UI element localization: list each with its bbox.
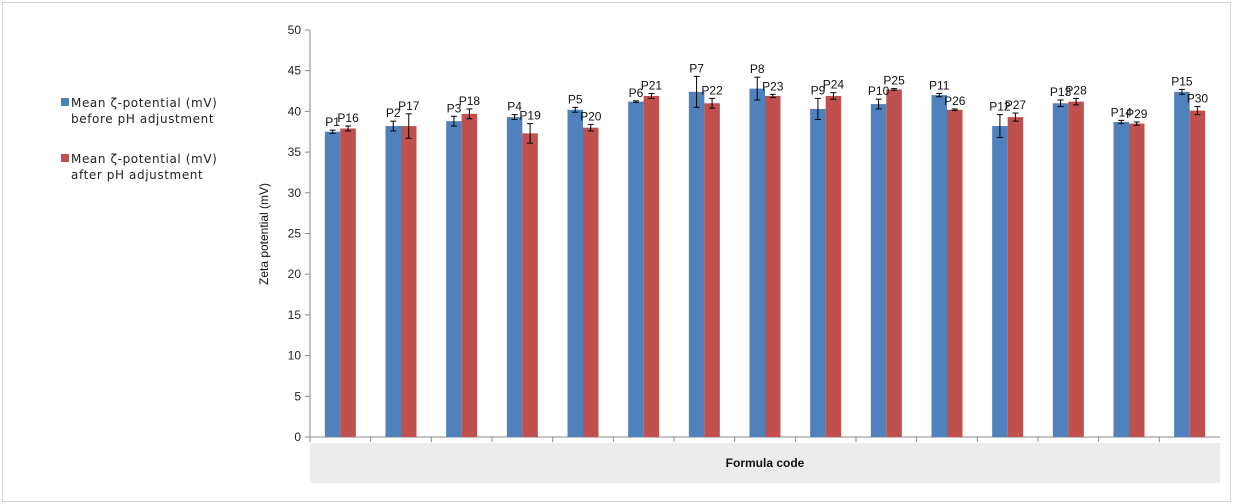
y-tick-label: 30: [288, 186, 302, 200]
data-label: P29: [1126, 107, 1148, 121]
bar: [522, 133, 538, 438]
bar: [1113, 121, 1129, 438]
legend: Mean ζ-potential (mV) before pH adjustme…: [61, 95, 221, 207]
data-label: P16: [337, 111, 359, 125]
bar: [1129, 123, 1145, 438]
data-label: P20: [580, 109, 602, 123]
bar: [1189, 110, 1206, 437]
data-label: P5: [568, 92, 583, 106]
x-axis-title-band: [310, 443, 1220, 483]
bar: [567, 109, 583, 437]
bar: [324, 131, 341, 437]
y-tick-label: 15: [288, 308, 302, 322]
data-label: P28: [1065, 83, 1087, 97]
legend-label-before: Mean ζ-potential (mV) before pH adjustme…: [71, 96, 218, 126]
data-label: P30: [1187, 92, 1209, 106]
legend-item-after: Mean ζ-potential (mV) after pH adjustmen…: [61, 151, 221, 183]
data-label: P7: [689, 61, 704, 75]
data-label: P24: [823, 78, 845, 92]
bar: [446, 121, 462, 437]
y-tick-label: 5: [294, 389, 301, 403]
bar: [931, 95, 947, 438]
data-label: P17: [398, 99, 420, 113]
y-tick-label: 40: [288, 104, 302, 118]
bar: [992, 126, 1008, 437]
bar: [688, 91, 705, 437]
data-label: P23: [762, 79, 784, 93]
bar: [825, 95, 842, 438]
bar: [1007, 117, 1024, 438]
bar: [810, 108, 826, 437]
legend-swatch-before: [61, 98, 69, 106]
data-label: P18: [459, 94, 481, 108]
bar: [643, 95, 660, 438]
bar: [870, 104, 887, 437]
data-label: P6: [629, 86, 644, 100]
data-label: P21: [641, 78, 663, 92]
data-label: P27: [1005, 98, 1027, 112]
bar: [886, 89, 902, 437]
data-label: P22: [701, 83, 723, 97]
y-tick-label: 10: [288, 349, 302, 363]
data-label: P8: [750, 62, 765, 76]
bar: [1174, 91, 1190, 437]
data-label: P26: [944, 94, 966, 108]
bar: [506, 117, 523, 438]
bar: [340, 128, 356, 437]
y-tick-label: 35: [288, 145, 302, 159]
bar: [704, 103, 720, 437]
data-label: P4: [507, 100, 522, 114]
data-label: P9: [811, 83, 826, 97]
data-label: P25: [883, 74, 905, 88]
bar: [947, 109, 963, 437]
data-label: P13: [1050, 85, 1072, 99]
legend-item-before: Mean ζ-potential (mV) before pH adjustme…: [61, 95, 221, 127]
y-tick-label: 45: [288, 64, 302, 78]
data-label: P10: [868, 84, 890, 98]
bar: [1068, 101, 1084, 438]
data-label: P14: [1111, 105, 1133, 119]
bar: [765, 95, 781, 438]
data-label: P3: [447, 101, 462, 115]
bar: [1052, 103, 1069, 437]
data-label: P1: [325, 115, 340, 129]
bar: [385, 126, 401, 437]
y-tick-label: 0: [294, 430, 301, 444]
bar: [749, 88, 765, 437]
bar: [583, 127, 599, 438]
data-label: P12: [989, 100, 1011, 114]
bars: [324, 75, 1206, 438]
y-tick-label: 25: [288, 227, 302, 241]
legend-swatch-after: [61, 154, 69, 162]
y-axis-title: Zeta potential (mV): [257, 183, 271, 285]
data-label: P2: [386, 106, 401, 120]
bar: [401, 126, 417, 437]
data-label: P11: [929, 78, 950, 92]
bar: [461, 113, 478, 437]
bar: [628, 101, 644, 438]
x-axis-title: Formula code: [726, 456, 805, 470]
data-label: P19: [519, 109, 541, 123]
y-tick-label: 20: [288, 267, 302, 281]
data-label: P15: [1171, 74, 1193, 88]
y-tick-label: 50: [288, 23, 302, 37]
legend-label-after: Mean ζ-potential (mV) after pH adjustmen…: [71, 152, 218, 182]
